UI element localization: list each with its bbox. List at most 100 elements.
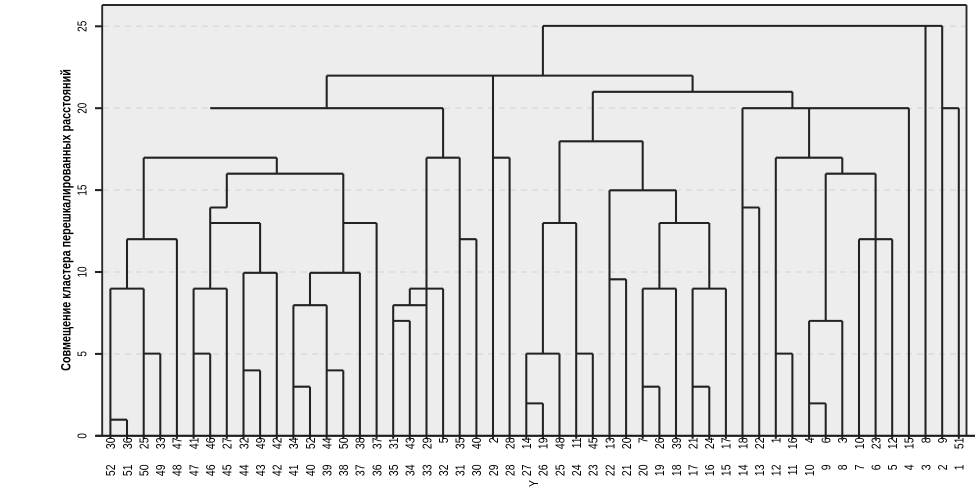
svg-text:52: 52 [104, 465, 118, 477]
svg-text:4: 4 [903, 464, 917, 470]
svg-text:36: 36 [370, 464, 384, 476]
svg-text:44: 44 [237, 464, 251, 476]
svg-text:42: 42 [271, 438, 285, 450]
svg-text:43: 43 [254, 464, 268, 476]
svg-text:6: 6 [869, 464, 883, 470]
svg-text:20: 20 [77, 103, 90, 114]
svg-text:26: 26 [537, 464, 551, 476]
svg-text:13: 13 [603, 437, 617, 449]
svg-text:15: 15 [720, 464, 734, 476]
svg-text:12: 12 [886, 438, 900, 450]
svg-text:1: 1 [953, 465, 967, 471]
svg-text:43: 43 [404, 437, 418, 449]
svg-text:2: 2 [936, 465, 950, 471]
svg-text:40: 40 [304, 464, 318, 476]
svg-text:16: 16 [786, 437, 800, 449]
svg-text:9: 9 [936, 438, 950, 444]
svg-text:7: 7 [636, 438, 650, 444]
svg-text:10: 10 [803, 464, 817, 476]
svg-text:51: 51 [121, 465, 135, 477]
svg-text:40: 40 [470, 437, 484, 449]
svg-text:35: 35 [387, 464, 401, 476]
svg-text:12: 12 [770, 465, 784, 477]
svg-text:33: 33 [420, 464, 434, 476]
svg-text:23: 23 [869, 437, 883, 449]
svg-text:16: 16 [703, 464, 717, 476]
svg-text:Совмещение кластера перешкалир: Совмещение кластера перешкалированных ра… [58, 69, 73, 371]
svg-text:3: 3 [919, 464, 933, 470]
svg-text:46: 46 [204, 437, 218, 449]
svg-text:36: 36 [121, 437, 135, 449]
svg-text:20: 20 [636, 464, 650, 476]
svg-text:48: 48 [171, 464, 185, 476]
svg-text:7: 7 [853, 465, 867, 471]
svg-text:17: 17 [686, 465, 700, 477]
svg-text:5: 5 [437, 437, 451, 443]
svg-text:37: 37 [370, 438, 384, 450]
svg-text:19: 19 [537, 438, 551, 450]
svg-text:45: 45 [221, 464, 235, 476]
svg-text:32: 32 [237, 438, 251, 450]
svg-text:22: 22 [753, 438, 767, 450]
svg-text:31: 31 [453, 465, 467, 477]
svg-text:39: 39 [670, 438, 684, 450]
svg-text:33: 33 [154, 437, 168, 449]
svg-text:47: 47 [187, 465, 201, 477]
svg-text:38: 38 [337, 464, 351, 476]
svg-text:8: 8 [919, 437, 933, 443]
svg-text:23: 23 [587, 464, 601, 476]
svg-text:10: 10 [77, 266, 90, 277]
svg-text:38: 38 [354, 437, 368, 449]
svg-text:29: 29 [487, 465, 501, 477]
svg-text:5: 5 [886, 464, 900, 470]
svg-text:34: 34 [287, 437, 301, 449]
svg-text:31: 31 [387, 438, 401, 450]
svg-text:14: 14 [736, 464, 750, 476]
svg-text:28: 28 [503, 464, 517, 476]
svg-text:22: 22 [603, 465, 617, 477]
svg-text:47: 47 [171, 438, 185, 450]
svg-text:18: 18 [670, 464, 684, 476]
svg-text:11: 11 [786, 465, 800, 476]
svg-text:50: 50 [337, 437, 351, 449]
svg-text:42: 42 [271, 465, 285, 477]
svg-text:34: 34 [404, 464, 418, 476]
svg-text:8: 8 [836, 464, 850, 470]
svg-text:30: 30 [104, 437, 118, 449]
svg-text:4: 4 [803, 437, 817, 443]
svg-text:21: 21 [686, 438, 700, 450]
svg-text:11: 11 [570, 438, 584, 449]
svg-text:25: 25 [137, 437, 151, 449]
svg-text:24: 24 [703, 437, 717, 449]
svg-text:27: 27 [221, 438, 235, 450]
svg-text:51: 51 [953, 438, 967, 450]
svg-text:50: 50 [137, 464, 151, 476]
svg-text:48: 48 [553, 437, 567, 449]
svg-text:25: 25 [553, 464, 567, 476]
svg-text:35: 35 [453, 437, 467, 449]
svg-text:27: 27 [520, 465, 534, 477]
svg-text:25: 25 [77, 21, 90, 32]
svg-text:24: 24 [570, 464, 584, 476]
svg-text:3: 3 [836, 437, 850, 443]
svg-text:29: 29 [420, 438, 434, 450]
svg-text:Y: Y [527, 480, 541, 487]
svg-text:5: 5 [77, 351, 90, 357]
svg-text:2: 2 [487, 438, 501, 444]
svg-text:10: 10 [853, 437, 867, 449]
svg-text:1: 1 [770, 438, 784, 444]
svg-text:49: 49 [254, 438, 268, 450]
svg-text:15: 15 [77, 185, 90, 196]
svg-text:21: 21 [620, 465, 634, 477]
svg-text:13: 13 [753, 464, 767, 476]
svg-text:49: 49 [154, 465, 168, 477]
svg-text:45: 45 [587, 437, 601, 449]
svg-text:39: 39 [320, 465, 334, 477]
svg-text:44: 44 [320, 437, 334, 449]
svg-text:0: 0 [77, 433, 90, 439]
svg-text:20: 20 [620, 437, 634, 449]
svg-text:26: 26 [653, 437, 667, 449]
svg-text:9: 9 [819, 465, 833, 471]
svg-text:41: 41 [287, 465, 301, 477]
svg-text:30: 30 [470, 464, 484, 476]
